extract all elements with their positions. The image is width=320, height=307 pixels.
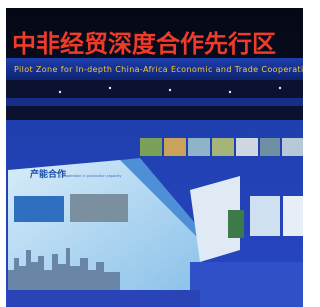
carpet bbox=[190, 262, 303, 307]
photo-strip bbox=[140, 138, 303, 156]
exhibition-photo: 中非经贸深度合作先行区 Pilot Zone for In-depth Chin… bbox=[0, 0, 303, 307]
booth-screen bbox=[283, 196, 303, 236]
banner-subtitle: Pilot Zone for In-depth China-Africa Eco… bbox=[14, 65, 303, 74]
screen bbox=[70, 194, 128, 222]
panel-subtitle: Cooperation in production capacity bbox=[60, 174, 122, 178]
plant bbox=[228, 210, 244, 238]
booth-screen bbox=[250, 196, 280, 236]
screen bbox=[14, 196, 64, 222]
ceiling-strip bbox=[6, 98, 303, 106]
carpet bbox=[8, 290, 200, 307]
banner-title: 中非经贸深度合作先行区 bbox=[12, 30, 276, 58]
